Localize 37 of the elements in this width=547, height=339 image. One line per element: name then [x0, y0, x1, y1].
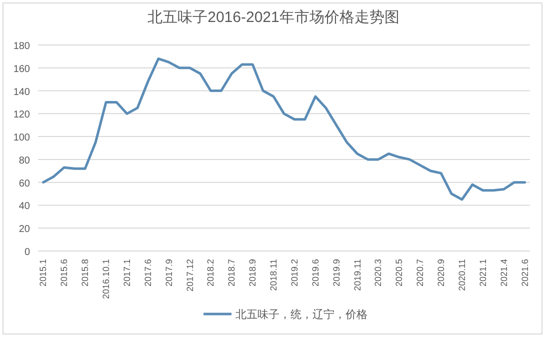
x-tick-label: 2018.11 — [268, 259, 279, 291]
x-tick-label: 2019.6 — [310, 259, 320, 287]
y-tick-label: 0 — [24, 247, 30, 258]
x-tick-label: 2017.12 — [184, 259, 195, 292]
x-tick-label: 2019.9 — [331, 259, 342, 287]
y-tick-label: 100 — [13, 132, 30, 144]
x-tick-label: 2020.9 — [436, 259, 446, 287]
y-tick-label: 180 — [13, 41, 30, 52]
x-tick-label: 2018.9 — [248, 259, 258, 287]
x-tick-label: 2017.6 — [142, 259, 153, 287]
y-tick-label: 60 — [18, 178, 30, 190]
legend-label: 北五味子，统，辽宁，价格 — [236, 308, 368, 321]
x-tick-label: 2019.2 — [289, 259, 300, 287]
x-tick-label: 2020.3 — [373, 259, 384, 287]
x-tick-label: 2019.11 — [352, 259, 362, 291]
y-tick-label: 20 — [18, 224, 30, 236]
x-tick-label: 2020.7 — [415, 259, 426, 287]
x-tick-label: 2021.1 — [478, 259, 488, 287]
x-tick-label: 2017.9 — [164, 259, 174, 287]
y-tick-label: 120 — [13, 110, 30, 121]
x-tick-label: 2018.2 — [206, 259, 216, 287]
x-tick-label: 2021.6 — [520, 259, 530, 287]
chart-title: 北五味子2016-2021年市场价格走势图 — [148, 9, 400, 26]
y-tick-label: 140 — [13, 86, 30, 98]
y-tick-label: 160 — [13, 64, 30, 75]
x-tick-label: 2018.7 — [226, 259, 237, 287]
x-tick-label: 2015.1 — [38, 259, 48, 287]
x-tick-label: 2015.8 — [80, 259, 90, 287]
x-tick-label: 2021.4 — [498, 259, 509, 287]
x-tick-label: 2015.6 — [59, 259, 70, 287]
x-tick-label: 2016.10.1 — [101, 259, 112, 300]
y-tick-label: 80 — [18, 155, 30, 166]
x-tick-label: 2017.1 — [122, 259, 132, 287]
y-tick-label: 40 — [18, 201, 30, 212]
line-series — [42, 57, 526, 201]
x-tick-label: 2020.5 — [394, 259, 404, 287]
x-tick-label: 2020.11 — [456, 259, 467, 291]
